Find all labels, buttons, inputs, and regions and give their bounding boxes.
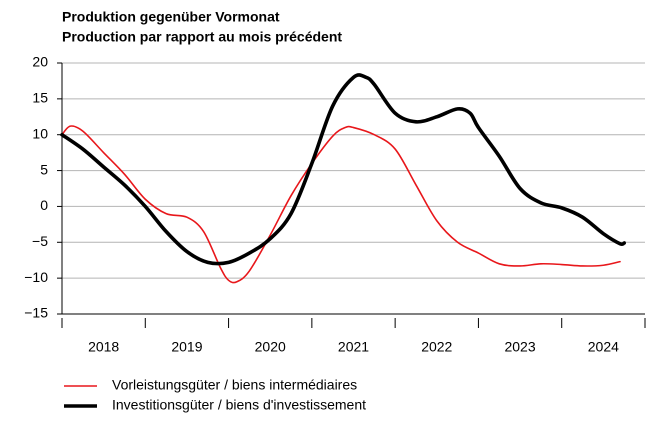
- series-line: [61, 125, 621, 284]
- x-tick-label: 2018: [88, 339, 119, 355]
- x-tick-label: 2021: [338, 339, 369, 355]
- y-tick-label: 5: [40, 161, 48, 177]
- legend-label: Vorleistungsgüter / biens intermédiaires: [112, 377, 357, 393]
- x-tick-label: 2019: [171, 339, 202, 355]
- y-tick-label: 10: [32, 125, 48, 141]
- y-tick-label: −15: [24, 305, 48, 321]
- y-tick-label: 20: [32, 54, 48, 70]
- y-tick-label: −5: [32, 233, 48, 249]
- x-tick-label: 2023: [504, 339, 535, 355]
- chart-subtitle: Production par rapport au mois précédent: [62, 29, 342, 45]
- chart-title: Produktion gegenüber Vormonat: [62, 9, 280, 25]
- x-tick-label: 2022: [421, 339, 452, 355]
- x-tick-label: 2020: [255, 339, 286, 355]
- series-line: [60, 73, 626, 266]
- legend-label: Investitionsgüter / biens d'investisseme…: [112, 397, 366, 413]
- y-tick-label: −10: [24, 269, 48, 285]
- y-tick-label: 0: [40, 197, 48, 213]
- y-tick-label: 15: [32, 90, 48, 106]
- x-tick-label: 2024: [588, 339, 619, 355]
